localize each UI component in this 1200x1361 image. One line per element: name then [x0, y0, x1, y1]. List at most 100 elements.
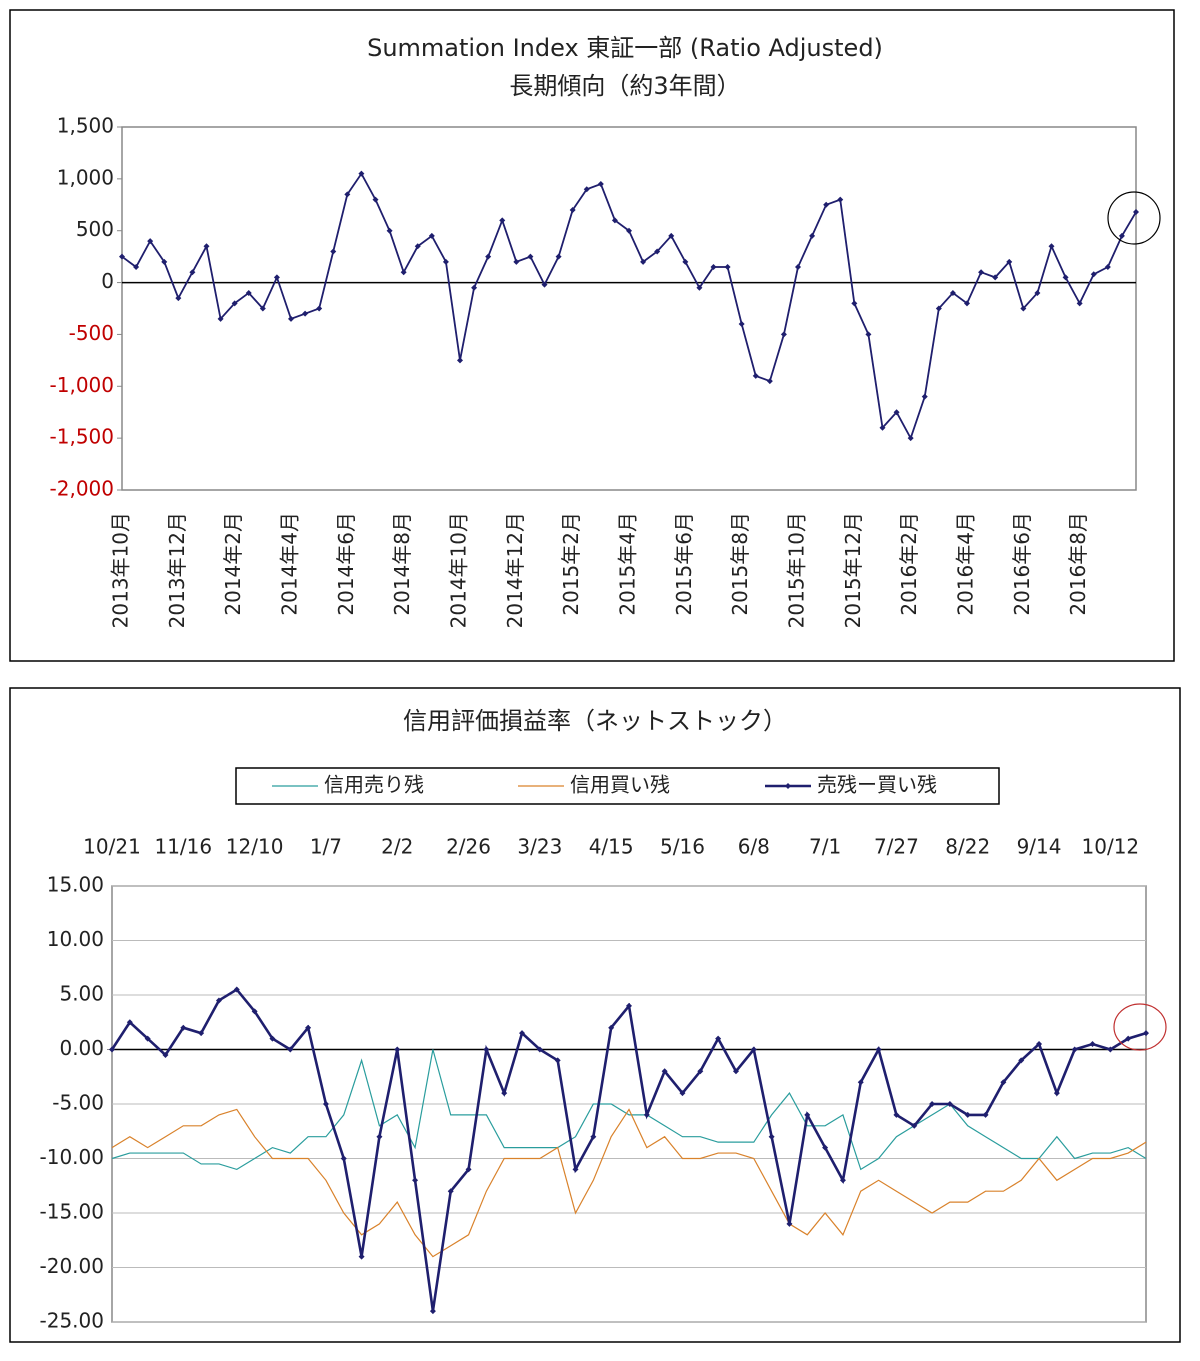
point — [654, 248, 661, 255]
point — [189, 269, 196, 276]
data-line — [111, 1108, 1147, 1258]
point — [442, 258, 449, 265]
point — [572, 1166, 579, 1173]
x-tick-label: 2013年10月 — [109, 512, 133, 628]
point — [536, 1046, 543, 1053]
point — [358, 1253, 365, 1260]
x-tick-label: 2016年8月 — [1066, 512, 1090, 616]
point — [554, 1057, 561, 1064]
point — [269, 1035, 276, 1042]
y-tick-label: 15.00 — [47, 873, 104, 897]
point — [233, 986, 240, 993]
point — [483, 1046, 490, 1053]
point — [273, 274, 280, 281]
point — [682, 258, 689, 265]
y-tick-label: -1,500 — [50, 425, 114, 449]
point — [1071, 1046, 1078, 1053]
x-tick-label: 2013年12月 — [165, 512, 189, 628]
point — [519, 1030, 526, 1037]
point — [1133, 209, 1139, 216]
data-line — [111, 1049, 1147, 1171]
point — [1062, 274, 1069, 281]
x-tick-label: 10/21 — [83, 835, 141, 859]
point — [527, 253, 534, 260]
point — [457, 357, 463, 364]
x-tick-label: 2014年2月 — [221, 512, 245, 616]
point — [875, 1046, 882, 1053]
point — [879, 424, 886, 431]
point — [414, 243, 421, 250]
point — [126, 1019, 133, 1026]
point — [809, 232, 816, 239]
y-tick-label: -10.00 — [40, 1145, 104, 1169]
point — [715, 1035, 722, 1042]
point — [865, 331, 872, 338]
x-tick-label: 2016年2月 — [897, 512, 921, 616]
point — [203, 243, 210, 250]
point — [1048, 243, 1055, 250]
point — [929, 1101, 936, 1107]
point — [804, 1111, 811, 1118]
point — [837, 196, 844, 203]
point — [358, 170, 365, 177]
legend-label: 信用買い残 — [570, 773, 670, 797]
x-tick-label: 2014年8月 — [390, 512, 414, 616]
x-tick-label: 11/16 — [154, 835, 212, 859]
y-tick-label: -500 — [69, 321, 114, 345]
x-tick-label: 2/2 — [381, 835, 413, 859]
point — [555, 253, 562, 260]
point — [1125, 1035, 1132, 1042]
point — [1118, 232, 1125, 239]
chart-title: 信用評価損益率（ネットストック） — [403, 707, 787, 735]
y-tick-label: 0 — [101, 269, 114, 293]
point — [921, 393, 928, 400]
point — [180, 1024, 187, 1031]
point — [499, 217, 506, 224]
point — [322, 1101, 329, 1107]
point — [231, 300, 238, 307]
x-tick-label: 10/12 — [1082, 835, 1140, 859]
highlight-circle — [1113, 1003, 1167, 1051]
point — [569, 206, 576, 213]
point — [513, 258, 520, 265]
point — [893, 1111, 900, 1118]
point — [412, 1177, 419, 1184]
point — [305, 1024, 312, 1031]
point — [119, 253, 125, 260]
y-tick-label: -2,000 — [50, 477, 114, 501]
point — [344, 191, 351, 198]
x-tick-label: 2015年6月 — [672, 512, 696, 616]
y-tick-label: -15.00 — [40, 1200, 104, 1224]
point — [946, 1101, 953, 1107]
x-tick-label: 3/23 — [517, 835, 562, 859]
point — [992, 274, 999, 281]
x-tick-label: 4/15 — [589, 835, 634, 859]
point — [465, 1166, 472, 1173]
legend-label: 売残ー買い残 — [817, 773, 937, 797]
point — [1020, 305, 1027, 312]
point — [643, 1111, 650, 1118]
x-tick-label: 2015年8月 — [728, 512, 752, 616]
x-tick-label: 2014年4月 — [278, 512, 302, 616]
point — [1107, 1046, 1114, 1053]
point — [768, 1133, 775, 1140]
y-tick-label: -5.00 — [52, 1091, 104, 1115]
point — [109, 1046, 115, 1053]
point — [822, 1144, 829, 1151]
x-tick-label: 7/27 — [874, 835, 919, 859]
y-tick-label: 500 — [76, 217, 114, 241]
chart-subtitle: 長期傾向（約3年間） — [509, 72, 740, 100]
x-tick-label: 2/26 — [446, 835, 491, 859]
x-tick-label: 9/14 — [1017, 835, 1062, 859]
point — [288, 315, 294, 322]
point — [907, 435, 914, 442]
point — [857, 1079, 864, 1086]
point — [1143, 1030, 1149, 1037]
point — [428, 232, 435, 239]
y-tick-label: -20.00 — [40, 1254, 104, 1278]
point — [911, 1122, 918, 1129]
x-tick-label: 5/16 — [660, 835, 705, 859]
y-tick-label: 10.00 — [47, 927, 104, 951]
point — [710, 264, 717, 271]
x-tick-label: 2015年10月 — [785, 512, 809, 628]
